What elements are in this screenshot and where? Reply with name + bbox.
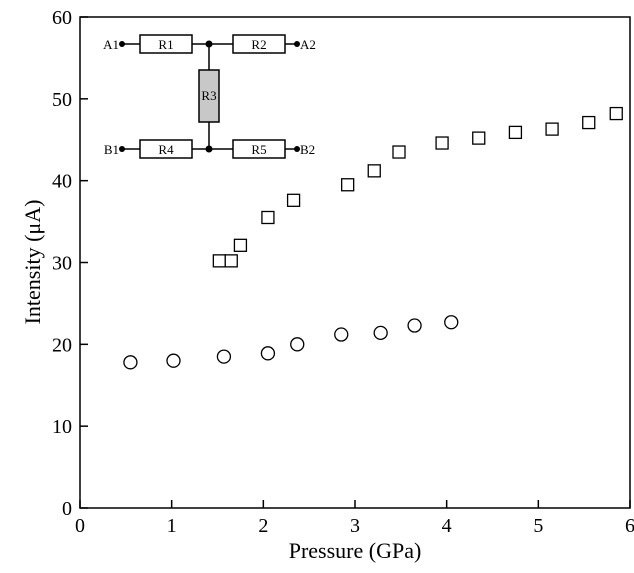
square-data-point [472,131,486,145]
circle-data-point [166,353,181,368]
resistor-r1-label: R1 [158,37,173,52]
y-axis-title: Intensity (μA) [20,200,45,325]
square-data-point [261,210,275,225]
resistor-r2 [232,34,286,54]
circle-data-point [373,325,388,341]
circle-data-point [407,318,422,333]
x-tick-label: 0 [75,515,85,537]
square-data-point [341,178,355,192]
circuit-labels: A1 A2 B1 B2 R1 R2 R3 R4 R5 [103,37,316,157]
terminal-b1-label: B1 [104,142,119,157]
resistor-r3 [198,69,220,123]
data-markers [123,106,623,370]
square-data-point [233,238,248,252]
x-tick-label: 6 [625,515,634,537]
terminal-a2-label: A2 [300,37,316,52]
square-data-point [545,122,559,136]
circle-data-point [290,337,305,352]
y-tick-label: 10 [52,416,72,438]
square-data-point [367,164,381,178]
x-tick-label: 4 [442,515,452,537]
resistor-r5-label: R5 [251,142,266,157]
y-tick-label: 20 [52,334,72,356]
resistor-r3-label: R3 [201,88,216,103]
resistor-r2-label: R2 [251,37,266,52]
terminal-b2-label: B2 [300,142,315,157]
plot-frame [79,16,631,509]
x-tick-label: 1 [167,515,177,537]
axis-ticks [79,16,631,509]
circle-data-point [123,355,138,370]
x-tick-label: 3 [350,515,360,537]
terminal-a1-label: A1 [103,37,119,52]
square-data-point [212,254,226,268]
square-data-point [286,193,301,207]
square-data-point [392,145,406,159]
circuit-nodes [119,40,300,153]
resistor-r4-label: R4 [158,142,174,157]
circle-data-point [334,327,349,342]
circle-data-point [444,315,459,330]
resistor-r4 [139,139,193,159]
square-data-point [582,115,596,130]
circle-data-point [216,349,232,364]
x-tick-label: 5 [533,515,543,537]
circle-data-point [260,346,276,361]
square-data-point [435,136,449,150]
y-tick-label: 60 [52,7,72,29]
square-data-point [508,125,523,140]
y-tick-label: 30 [52,253,72,275]
square-data-point [224,254,238,268]
x-axis-title: Pressure (GPa) [289,538,422,563]
x-tick-label: 2 [258,515,268,537]
y-tick-label: 40 [52,171,72,193]
y-tick-label: 50 [52,89,72,111]
y-tick-label: 0 [62,498,72,520]
resistor-r1 [139,34,193,54]
resistor-r5 [232,139,286,159]
circuit-inset [122,34,297,159]
square-data-point [609,106,623,121]
